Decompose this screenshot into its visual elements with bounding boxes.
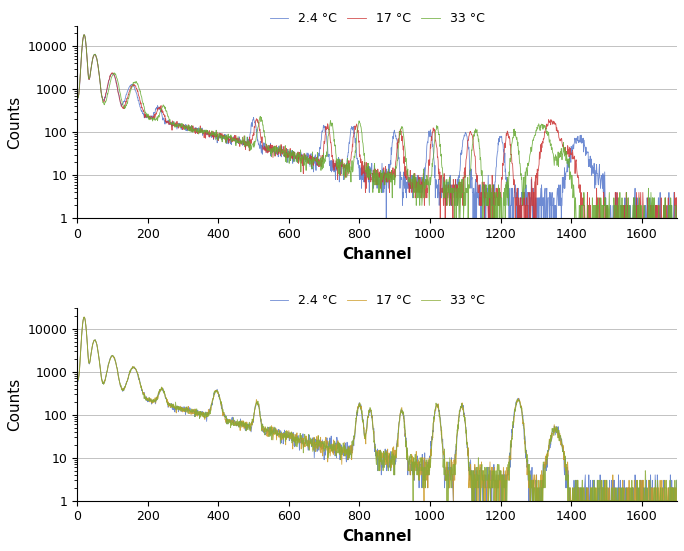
Line: 2.4 °C: 2.4 °C [77, 317, 676, 501]
Line: 17 °C: 17 °C [77, 317, 676, 501]
17 °C [386, 456, 394, 463]
2.4 °C [412, 461, 421, 468]
17 °C [412, 456, 421, 463]
Line: 33 °C: 33 °C [77, 35, 676, 218]
2.4 °C [386, 157, 395, 164]
17 °C [420, 498, 428, 504]
33 °C [173, 123, 181, 129]
17 °C [73, 96, 81, 102]
2.4 °C [184, 123, 192, 130]
33 °C [80, 314, 88, 321]
17 °C [80, 31, 88, 38]
33 °C [553, 157, 562, 164]
2.4 °C [672, 215, 681, 222]
Line: 33 °C: 33 °C [77, 317, 676, 501]
17 °C [553, 431, 562, 438]
17 °C [412, 182, 421, 188]
33 °C [184, 123, 192, 129]
33 °C [672, 477, 681, 484]
Y-axis label: Counts: Counts [7, 378, 22, 431]
33 °C [353, 129, 361, 136]
X-axis label: Channel: Channel [342, 247, 412, 262]
17 °C [73, 377, 81, 383]
17 °C [184, 406, 192, 412]
33 °C [184, 408, 192, 415]
17 °C [184, 124, 192, 131]
2.4 °C [73, 94, 81, 100]
2.4 °C [382, 215, 391, 222]
Y-axis label: Counts: Counts [7, 95, 22, 149]
2.4 °C [553, 185, 562, 192]
33 °C [386, 456, 394, 463]
Legend: 2.4 °C, 17 °C, 33 °C: 2.4 °C, 17 °C, 33 °C [265, 7, 490, 30]
2.4 °C [553, 427, 562, 434]
Legend: 2.4 °C, 17 °C, 33 °C: 2.4 °C, 17 °C, 33 °C [265, 289, 490, 312]
33 °C [412, 185, 421, 192]
33 °C [353, 407, 361, 414]
2.4 °C [173, 405, 181, 412]
17 °C [80, 314, 88, 320]
2.4 °C [80, 314, 88, 321]
33 °C [73, 378, 81, 385]
2.4 °C [173, 122, 181, 128]
33 °C [73, 96, 81, 102]
33 °C [386, 176, 394, 183]
17 °C [173, 403, 181, 409]
2.4 °C [413, 189, 421, 196]
17 °C [353, 410, 361, 417]
33 °C [173, 405, 181, 412]
17 °C [386, 172, 394, 179]
2.4 °C [353, 156, 361, 163]
2.4 °C [73, 376, 81, 383]
33 °C [450, 215, 458, 222]
17 °C [672, 195, 681, 201]
33 °C [672, 215, 681, 222]
17 °C [173, 121, 181, 127]
33 °C [80, 31, 88, 38]
Line: 2.4 °C: 2.4 °C [77, 35, 676, 218]
33 °C [413, 472, 421, 478]
2.4 °C [386, 456, 394, 463]
2.4 °C [80, 31, 88, 38]
Line: 17 °C: 17 °C [77, 35, 676, 218]
2.4 °C [672, 477, 681, 484]
2.4 °C [353, 409, 361, 415]
17 °C [436, 215, 445, 222]
2.4 °C [449, 498, 458, 504]
33 °C [409, 498, 417, 504]
17 °C [553, 129, 562, 136]
17 °C [672, 498, 681, 504]
X-axis label: Channel: Channel [342, 529, 412, 544]
2.4 °C [184, 404, 192, 410]
33 °C [553, 428, 562, 434]
17 °C [353, 122, 361, 129]
